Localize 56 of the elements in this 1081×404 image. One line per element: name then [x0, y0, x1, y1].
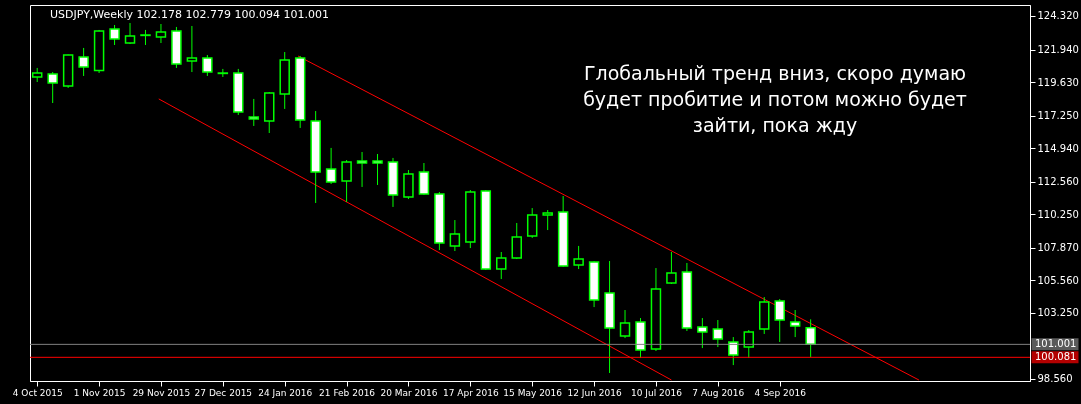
- candlestick: [496, 251, 507, 280]
- x-tick-label: 17 Apr 2016: [443, 387, 499, 398]
- x-tick-label: 24 Jan 2016: [258, 387, 313, 398]
- candlestick: [542, 209, 553, 231]
- candlestick: [78, 47, 89, 77]
- chart-title: USDJPY,Weekly 102.178 102.779 100.094 101.001: [50, 8, 329, 21]
- y-tick-label: 107.870: [1037, 242, 1079, 254]
- x-tick-label: 7 Aug 2016: [692, 387, 745, 398]
- candlestick: [805, 318, 816, 358]
- y-tick-label: 112.560: [1037, 176, 1079, 188]
- candlestick: [449, 219, 461, 252]
- x-tick-label: 12 Jun 2016: [567, 387, 622, 398]
- x-tick-label: 29 Nov 2015: [132, 387, 191, 398]
- x-tick-label: 21 Feb 2016: [319, 387, 376, 398]
- candlestick: [47, 71, 58, 104]
- candlestick: [511, 222, 522, 260]
- x-tick-label: 20 Mar 2016: [380, 387, 438, 398]
- candlestick: [573, 245, 584, 270]
- y-tick-label: 124.320: [1037, 10, 1079, 22]
- ref-line-label: 100.081: [1035, 351, 1077, 363]
- candlestick: [202, 54, 213, 77]
- x-tick-label: 4 Oct 2015: [12, 387, 63, 398]
- candlestick: [712, 319, 724, 348]
- ref-line-label: 101.001: [1035, 338, 1077, 350]
- candlestick: [403, 169, 414, 200]
- x-tick-label: 27 Dec 2015: [194, 387, 253, 398]
- candlestick: [418, 162, 430, 196]
- candlestick: [248, 98, 260, 127]
- y-tick-label: 98.560: [1037, 373, 1073, 385]
- candlestick: [743, 329, 755, 359]
- x-tick-label: 1 Nov 2015: [73, 387, 126, 398]
- candlestick: [774, 298, 785, 343]
- candlestick: [155, 23, 167, 44]
- candlestick: [666, 251, 677, 285]
- candlestick: [697, 317, 708, 349]
- x-tick-label: 15 May 2016: [503, 387, 563, 398]
- x-tick-label: 4 Sep 2016: [754, 387, 807, 398]
- candlestick: [372, 153, 383, 186]
- candlestick: [325, 147, 337, 185]
- y-tick-label: 121.940: [1037, 44, 1079, 55]
- x-tick-label: 10 Jul 2016: [630, 387, 683, 398]
- y-tick-label: 105.560: [1037, 274, 1079, 286]
- candlestick: [728, 336, 739, 366]
- y-tick-label: 114.940: [1037, 142, 1079, 154]
- candlestick: [186, 25, 198, 73]
- candlestick: [356, 151, 368, 188]
- candlestick: [109, 24, 120, 46]
- y-tick-label: 110.250: [1037, 208, 1079, 220]
- candlestick: [789, 309, 801, 338]
- annotation: Глобальный тренд вниз, скоро думаю будет пробитие и потом можно будет зайти, пока жду: [583, 62, 967, 136]
- candlestick: [619, 309, 631, 339]
- y-tick-label: 117.250: [1037, 110, 1079, 122]
- candlestick: [526, 207, 538, 239]
- y-tick-label: 119.630: [1037, 76, 1079, 88]
- y-tick-label: 103.250: [1037, 307, 1079, 319]
- candlestick: [341, 159, 352, 203]
